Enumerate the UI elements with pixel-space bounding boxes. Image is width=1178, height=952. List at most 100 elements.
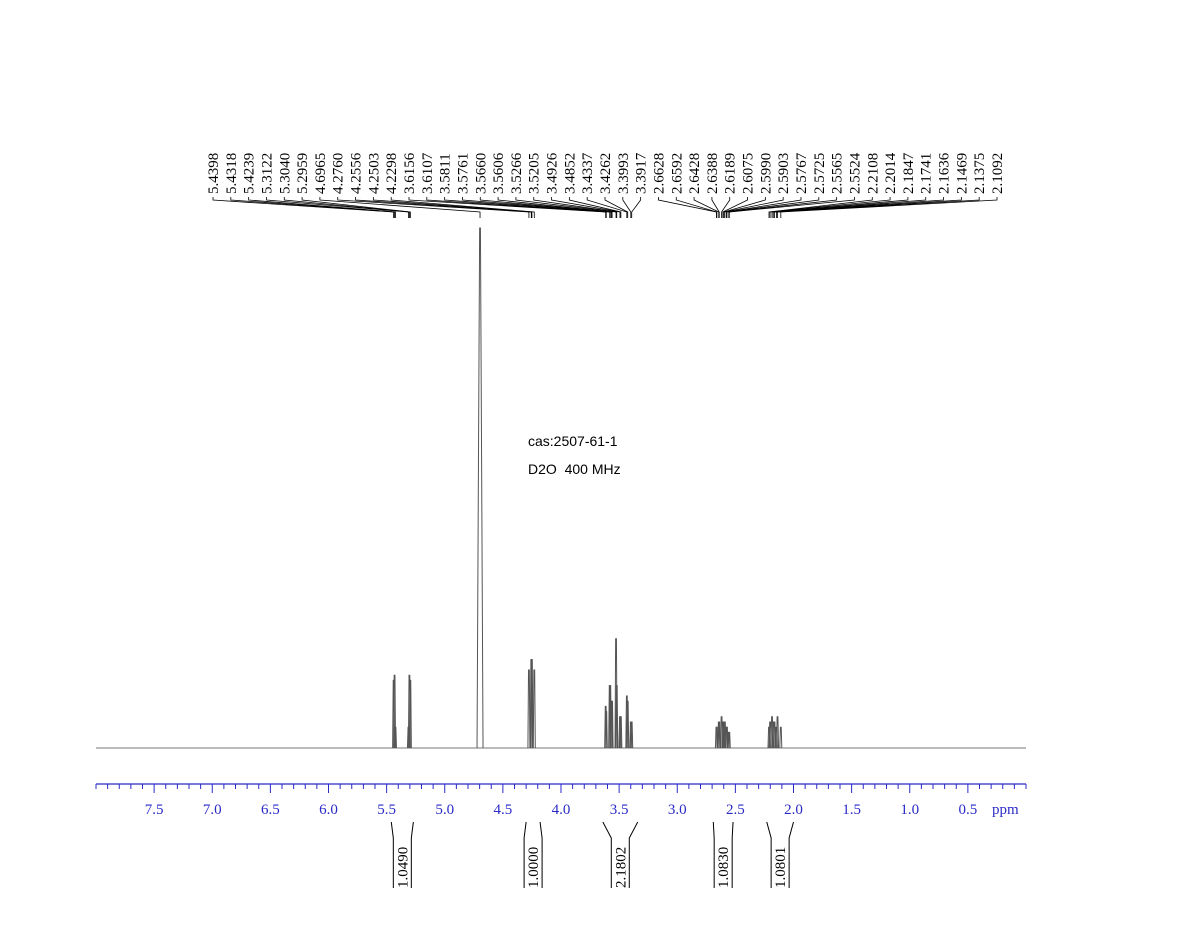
peak-connector <box>693 197 720 218</box>
peak-connector <box>777 197 980 218</box>
integral-bracket <box>712 821 715 888</box>
peak-label: 5.4239 <box>242 153 258 194</box>
x-tick-label: 3.0 <box>668 802 687 818</box>
x-tick-label: 4.5 <box>494 802 513 818</box>
peak <box>530 659 534 749</box>
peak-label: 2.5725 <box>812 153 828 194</box>
peak-label: 4.2503 <box>366 153 382 194</box>
x-tick-label: 2.5 <box>726 802 745 818</box>
peak-label: 5.2959 <box>295 153 311 194</box>
peak <box>776 716 780 749</box>
peak-connector <box>390 197 535 218</box>
integral-bracket <box>602 821 612 888</box>
peak-label: 3.6156 <box>402 152 418 194</box>
peak-label: 3.4852 <box>562 153 578 194</box>
x-tick-label: 7.5 <box>145 802 164 818</box>
peak-label: 5.3040 <box>277 153 293 194</box>
peak-label: 2.5565 <box>830 153 846 194</box>
peak-connector <box>774 197 944 218</box>
peak <box>779 726 783 749</box>
peak-connector <box>301 197 411 218</box>
x-tick-label: 2.0 <box>784 802 803 818</box>
peak-label: 3.4262 <box>598 153 614 194</box>
peak-label: 2.6628 <box>651 153 667 194</box>
peak-label: 3.5811 <box>438 153 454 194</box>
x-tick-label: 7.0 <box>203 802 222 818</box>
peak-label: 2.2108 <box>865 153 881 194</box>
peak-connector <box>515 197 617 218</box>
x-tick-label: 5.5 <box>377 802 396 818</box>
peak-connector <box>426 197 607 218</box>
peak-label: 3.6107 <box>420 152 436 194</box>
peak-label: 4.2760 <box>331 153 347 194</box>
peak-connector <box>771 197 909 218</box>
peak <box>717 721 721 749</box>
peak-connector <box>337 197 530 218</box>
integral-bracket <box>390 821 394 888</box>
peak-label: 2.1741 <box>919 153 935 194</box>
integral-label: 2.1802 <box>613 847 629 888</box>
peak <box>610 700 614 749</box>
peak-label: 3.4337 <box>580 152 596 194</box>
peak-label: 3.3917 <box>634 152 650 194</box>
integral-bracket <box>731 821 734 888</box>
integral-bracket <box>628 821 639 888</box>
integral-label: 1.0830 <box>716 847 732 888</box>
peak <box>476 227 484 749</box>
peak-label: 2.1636 <box>937 152 953 194</box>
annotation: cas:2507-61-1 <box>528 433 618 449</box>
peak <box>630 721 634 749</box>
peak-connector <box>769 197 891 218</box>
peak-connector <box>658 197 717 218</box>
peak <box>619 716 623 749</box>
peak-connector <box>355 197 532 218</box>
peak-connector <box>711 197 720 218</box>
peak-label: 2.5990 <box>758 153 774 194</box>
peak-label: 2.1847 <box>901 152 917 194</box>
peak <box>772 721 776 749</box>
peak <box>527 669 531 749</box>
peak-connector <box>728 197 838 218</box>
peak-connector <box>319 197 481 218</box>
peak <box>727 731 731 749</box>
peak-label: 2.6075 <box>741 153 757 194</box>
integral-label: 1.0490 <box>395 847 411 888</box>
peak <box>626 700 630 749</box>
peak-label: 3.5205 <box>527 153 543 194</box>
x-axis-label: ppm <box>992 802 1019 818</box>
peak <box>604 711 608 749</box>
peak-connector <box>408 197 607 218</box>
peak-label: 5.3122 <box>259 153 275 194</box>
integral-label: 1.0000 <box>526 847 542 888</box>
x-tick-label: 1.5 <box>842 802 861 818</box>
peak-connector <box>462 197 611 218</box>
peak-connector <box>248 197 396 218</box>
peak-connector <box>776 197 962 218</box>
integral-label: 1.0801 <box>773 847 789 888</box>
peak-connector <box>768 197 873 218</box>
peak-label: 5.4398 <box>206 153 222 194</box>
peak-connector <box>721 197 731 218</box>
peak <box>615 685 619 749</box>
peak-connector <box>497 197 613 218</box>
peak-label: 3.3993 <box>616 153 632 194</box>
x-tick-label: 6.5 <box>261 802 280 818</box>
peak-label: 2.6428 <box>687 153 703 194</box>
peak-connector <box>772 197 927 218</box>
peak <box>408 679 412 749</box>
peak-connector <box>230 197 395 218</box>
peak <box>725 726 729 749</box>
peak-connector <box>675 197 718 218</box>
peak-connector <box>726 197 820 218</box>
peak-label: 2.1092 <box>990 153 1006 194</box>
x-tick-label: 0.5 <box>959 802 978 818</box>
peak-connector <box>631 197 642 218</box>
peak-label: 2.6388 <box>705 153 721 194</box>
peak-label: 3.5606 <box>491 152 507 194</box>
x-tick-label: 3.5 <box>610 802 629 818</box>
peak <box>393 726 397 749</box>
peak-connector <box>533 197 618 218</box>
annotation: D2O 400 MHz <box>528 461 621 477</box>
